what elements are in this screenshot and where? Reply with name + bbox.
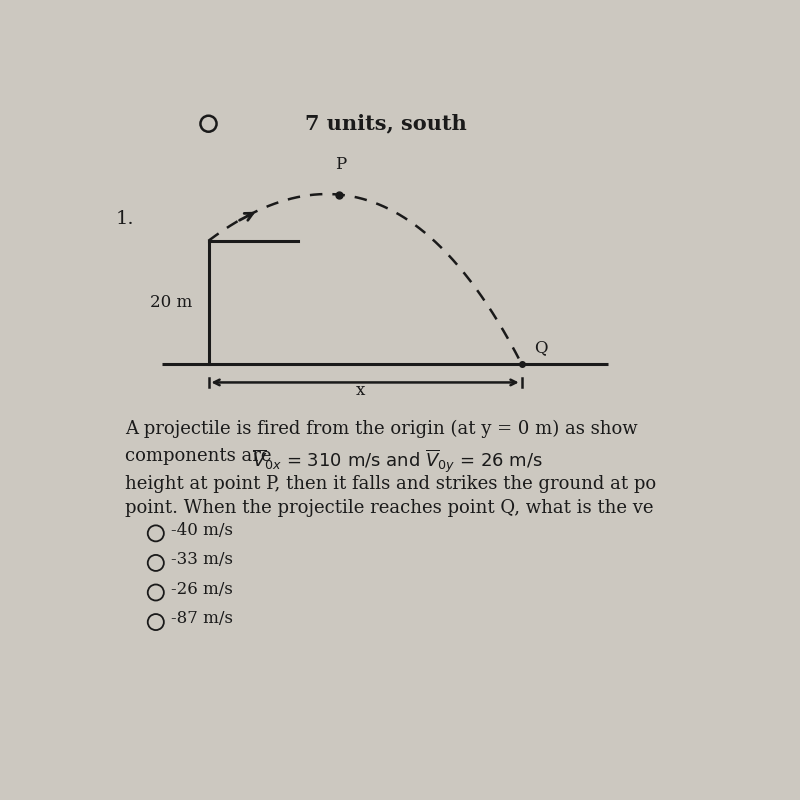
Text: -40 m/s: -40 m/s xyxy=(171,522,234,538)
Text: 1.: 1. xyxy=(115,210,134,228)
Text: P: P xyxy=(335,156,346,173)
Text: 20 m: 20 m xyxy=(150,294,193,311)
Text: Q: Q xyxy=(534,339,547,356)
Text: $\overline{V}_{0x}$ = 310 m/s and $\overline{V}_{0y}$ = 26 m/s: $\overline{V}_{0x}$ = 310 m/s and $\over… xyxy=(252,447,543,474)
Text: -33 m/s: -33 m/s xyxy=(171,551,234,568)
Text: point. When the projectile reaches point Q, what is the ve: point. When the projectile reaches point… xyxy=(125,499,654,518)
Text: A projectile is fired from the origin (at y = 0 m) as show: A projectile is fired from the origin (a… xyxy=(125,419,638,438)
Text: components are: components are xyxy=(125,447,277,465)
Text: -87 m/s: -87 m/s xyxy=(171,610,234,627)
Text: height at point P, then it falls and strikes the ground at po: height at point P, then it falls and str… xyxy=(125,475,656,493)
Text: -26 m/s: -26 m/s xyxy=(171,581,233,598)
Text: 7 units, south: 7 units, south xyxy=(305,114,466,134)
Text: x: x xyxy=(356,382,365,399)
